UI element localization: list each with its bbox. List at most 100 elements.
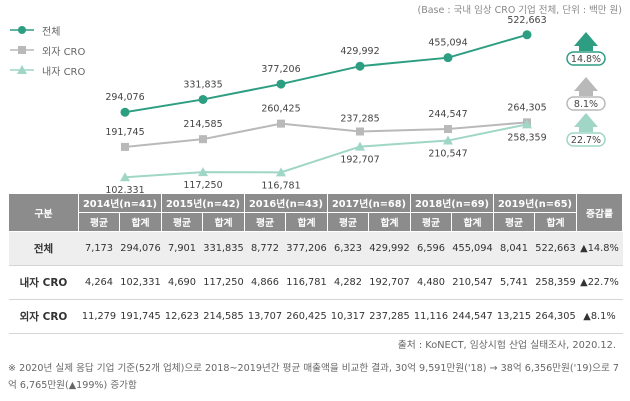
- data-point: [198, 167, 208, 177]
- data-point: [356, 127, 364, 136]
- legend-label-total: 전체: [42, 26, 61, 38]
- series-line-2: [124, 123, 528, 179]
- data-label: 117,250: [183, 180, 222, 191]
- table-cell: 7,173: [78, 231, 120, 266]
- table-cell: 12,623: [161, 299, 203, 334]
- table-cell: 5,741: [493, 265, 535, 300]
- line-chart: 294,076 331,835 377,206 429,992 455,094 522,6…: [105, 15, 606, 193]
- table-cell: 4,264: [78, 265, 120, 300]
- data-label: 116,781: [261, 180, 300, 191]
- data-table: 구분 2014년(n=41) 2015년(n=42) 2016년(n=43) 2…: [8, 193, 623, 334]
- data-point: [120, 172, 130, 182]
- data-label: 260,425: [261, 104, 300, 115]
- data-point: [444, 125, 452, 134]
- growth-arrow-icon: [574, 32, 598, 46]
- data-point: [276, 79, 286, 89]
- table-cell: 455,094: [451, 231, 494, 266]
- footnote: ※ 2020년 실제 응답 기업 기준(52개 업체)으로 2018~2019년…: [8, 363, 619, 391]
- subheader-average: 평균: [244, 212, 286, 232]
- table-cell: 4,480: [410, 265, 452, 300]
- series-line-1: [124, 121, 528, 148]
- data-label: 331,835: [183, 79, 222, 90]
- table-row-foreign: 외자 CRO 11,279 191,745 12,623 214,585 13,…: [8, 299, 623, 334]
- growth-badge-label: 14.8%: [571, 54, 601, 65]
- growth-badge: [566, 51, 606, 66]
- table-cell: 4,690: [161, 265, 203, 300]
- row-label: 내자 CRO: [8, 265, 79, 300]
- growth-cell: ▲8.1%: [576, 299, 623, 334]
- data-label: 237,285: [340, 113, 379, 124]
- data-point: [443, 53, 453, 63]
- table-cell: 4,282: [327, 265, 369, 300]
- table-cell: 522,663: [534, 231, 577, 266]
- table-cell: 7,901: [161, 231, 203, 266]
- legend-item-total: 전체: [10, 20, 85, 40]
- data-point: [355, 61, 365, 71]
- table-cell: 377,206: [285, 231, 328, 266]
- legend-item-foreign: 외자 CRO: [10, 40, 85, 60]
- table-cell: 8,041: [493, 231, 535, 266]
- growth-cell: ▲22.7%: [576, 265, 623, 300]
- base-note: (Base : 국내 임상 CRO 기업 전체, 단위 : 백만 원): [417, 5, 623, 16]
- table-row-total: 전체 7,173 294,076 7,901 331,835 8,772 377…: [8, 231, 623, 266]
- table-cell: 210,547: [451, 265, 494, 300]
- table-cell: 264,305: [534, 299, 577, 334]
- table-cell: 258,359: [534, 265, 577, 300]
- legend-square-marker-icon: [10, 46, 34, 54]
- table-cell: 11,279: [78, 299, 120, 334]
- header-year: 2015년(n=42): [161, 193, 245, 213]
- table-cell: 6,323: [327, 231, 369, 266]
- data-label: 294,076: [105, 92, 144, 103]
- growth-arrow-icon: [579, 90, 593, 96]
- data-label: 102,331: [105, 185, 144, 193]
- row-label: 외자 CRO: [8, 299, 79, 334]
- table-cell: 260,425: [285, 299, 328, 334]
- header-year: 2016년(n=43): [244, 193, 328, 213]
- source-note: 출처 : KoNECT, 임상시험 산업 실태조사, 2020.12.: [397, 340, 616, 351]
- table-cell: 8,772: [244, 231, 286, 266]
- data-label: 214,585: [183, 119, 222, 130]
- data-label: 191,745: [105, 127, 144, 138]
- subheader-sum: 합계: [368, 212, 411, 232]
- table-cell: 102,331: [119, 265, 162, 300]
- growth-badge: [566, 132, 606, 147]
- table-cell: 192,707: [368, 265, 411, 300]
- table-cell: 237,285: [368, 299, 411, 334]
- data-point: [121, 142, 129, 151]
- growth-arrow-icon: [574, 77, 598, 91]
- data-label: 258,359: [507, 132, 546, 143]
- header-year: 2018년(n=69): [410, 193, 494, 213]
- data-point: [277, 119, 285, 128]
- table-row-domestic: 내자 CRO 4,264 102,331 4,690 117,250 4,866…: [8, 265, 623, 300]
- table-cell: 11,116: [410, 299, 452, 334]
- data-point: [199, 135, 207, 144]
- header-category: 구분: [8, 193, 79, 232]
- table-cell: 294,076: [119, 231, 162, 266]
- data-label: 429,992: [340, 46, 379, 57]
- subheader-sum: 합계: [285, 212, 328, 232]
- subheader-average: 평균: [161, 212, 203, 232]
- table-cell: 6,596: [410, 231, 452, 266]
- data-point: [276, 167, 286, 177]
- subheader-sum: 합계: [202, 212, 245, 232]
- header-year: 2017년(n=68): [327, 193, 411, 213]
- header-year: 2014년(n=41): [78, 193, 162, 213]
- table-cell: 13,215: [493, 299, 535, 334]
- table-cell: 4,866: [244, 265, 286, 300]
- subheader-sum: 합계: [119, 212, 162, 232]
- growth-badge: [566, 96, 606, 111]
- data-point: [522, 30, 532, 40]
- legend: 전체 외자 CRO 내자 CRO: [10, 20, 85, 80]
- table-cell: 214,585: [202, 299, 245, 334]
- growth-badge-label: 8.1%: [574, 99, 598, 110]
- data-label: 377,206: [261, 64, 300, 75]
- growth-arrow-icon: [579, 45, 593, 51]
- header-year: 2019년(n=65): [493, 193, 577, 213]
- table-cell: 244,547: [451, 299, 494, 334]
- data-point: [355, 141, 365, 151]
- table-cell: 117,250: [202, 265, 245, 300]
- table-cell: 116,781: [285, 265, 328, 300]
- subheader-sum: 합계: [451, 212, 494, 232]
- data-point: [198, 94, 208, 104]
- data-point: [120, 107, 130, 117]
